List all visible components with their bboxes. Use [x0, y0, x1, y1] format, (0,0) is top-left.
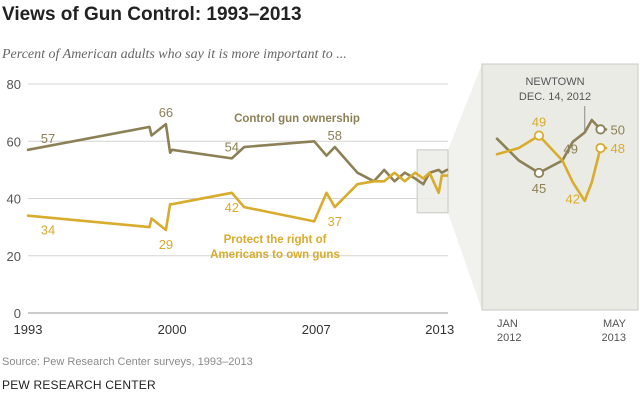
x-tick-label-1993: 1993	[14, 322, 43, 337]
chart-subtitle: Percent of American adults who say it is…	[2, 47, 347, 62]
source-note: Source: Pew Research Center surveys, 199…	[2, 356, 253, 368]
data-label-gun-rights-42: 42	[225, 200, 239, 215]
inset-marker-gun-rights-48	[595, 142, 606, 154]
inset-x-label-left-1: 2012	[497, 332, 521, 344]
inset-data-label-control-ownership-45: 45	[532, 181, 546, 196]
inset-x-label-right-0: MAY	[603, 318, 627, 330]
inset-data-label-gun-rights-48: 48	[611, 141, 625, 156]
series-line-gun-rights	[26, 171, 449, 232]
chart-title: Views of Gun Control: 1993–2013	[2, 4, 302, 25]
series-label-control-ownership-0: Control gun ownership	[234, 113, 360, 125]
org-name: PEW RESEARCH CENTER	[2, 378, 156, 392]
inset-point-label-gun-rights-42: 42	[566, 191, 580, 206]
inset-series-line-gun-rights	[495, 134, 608, 203]
y-tick-label-20: 20	[7, 249, 21, 264]
y-tick-label-0: 0	[14, 306, 21, 321]
series-label-gun-rights-0: Protect the right of	[224, 234, 327, 246]
x-tick-label-2007: 2007	[302, 322, 331, 337]
inset-marker-control-ownership-50	[595, 124, 606, 135]
series-label-gun-rights-1: Americans to own guns	[210, 249, 340, 261]
inset-marker-gun-rights-49	[533, 130, 545, 141]
y-tick-label-80: 80	[7, 77, 21, 92]
data-label-control-ownership-54: 54	[225, 139, 239, 154]
inset-x-label-right-1: 2013	[602, 332, 626, 344]
data-label-gun-rights-29: 29	[159, 237, 173, 252]
zoom-connector	[448, 64, 482, 310]
x-tick-label-2000: 2000	[158, 322, 187, 337]
newtown-label-1: DEC. 14, 2012	[519, 91, 591, 103]
y-tick-label-60: 60	[7, 134, 21, 149]
inset-x-label-left-0: JAN	[497, 318, 518, 330]
data-label-control-ownership-58: 58	[328, 128, 342, 143]
data-label-gun-rights-34: 34	[41, 223, 55, 238]
data-label-control-ownership-57: 57	[41, 131, 55, 146]
newtown-label-0: NEWTOWN	[525, 76, 584, 88]
y-tick-label-40: 40	[7, 192, 21, 207]
inset-marker-control-ownership-45	[533, 167, 545, 179]
inset-data-label-gun-rights-49: 49	[532, 115, 546, 130]
x-tick-label-2013: 2013	[425, 322, 454, 337]
series-line-control-ownership	[26, 122, 449, 186]
inset-frame	[481, 63, 639, 311]
data-label-control-ownership-66: 66	[159, 105, 173, 120]
data-label-gun-rights-37: 37	[328, 214, 342, 229]
inset-data-label-control-ownership-50: 50	[611, 122, 625, 137]
inset-point-label-control-ownership-49: 49	[564, 141, 578, 156]
